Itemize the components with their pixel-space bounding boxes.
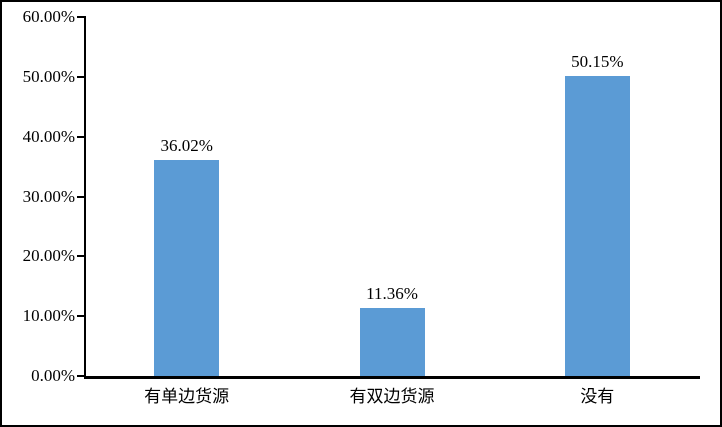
y-axis-tick-mark — [77, 315, 86, 318]
y-axis-tick-label: 50.00% — [22, 66, 75, 86]
y-axis-tick-mark — [77, 75, 86, 78]
y-axis-tick-label: 0.00% — [31, 366, 75, 385]
y-axis-tick-mark — [77, 255, 86, 258]
bar — [154, 160, 220, 376]
y-axis-tick-label: 40.00% — [22, 126, 75, 146]
y-axis-tick-mark — [77, 195, 86, 198]
category-label: 有双边货源 — [349, 387, 435, 406]
bar-value-label: 11.36% — [366, 284, 418, 304]
bar — [359, 308, 425, 376]
category-label: 有单边货源 — [144, 387, 230, 406]
y-axis-tick-label: 10.00% — [22, 306, 75, 326]
bar-value-label: 36.02% — [160, 136, 213, 156]
x-axis-line — [84, 376, 700, 379]
bar-value-label: 50.15% — [571, 51, 624, 71]
y-axis-tick-label: 60.00% — [22, 7, 75, 26]
y-axis-tick-mark — [77, 375, 86, 377]
y-axis-tick-mark — [77, 16, 86, 18]
category-label: 没有 — [580, 387, 615, 406]
y-axis-tick-label: 30.00% — [22, 186, 75, 206]
y-axis-tick-mark — [77, 135, 86, 138]
bar — [564, 75, 630, 376]
y-axis-line — [84, 17, 86, 379]
y-axis-tick-label: 20.00% — [22, 246, 75, 266]
